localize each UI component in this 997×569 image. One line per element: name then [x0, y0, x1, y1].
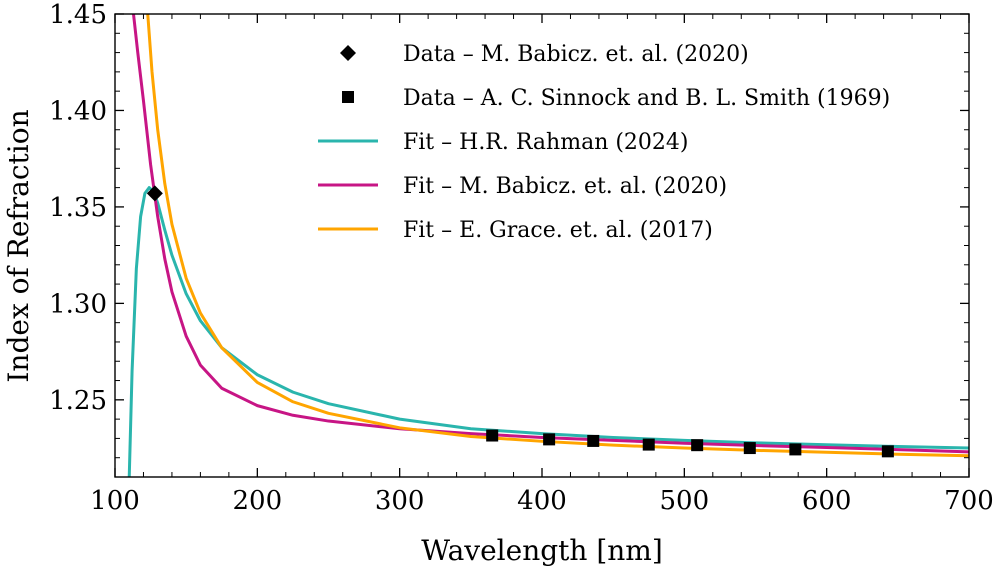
legend-item: Fit – E. Grace. et. al. (2017) — [318, 218, 713, 243]
legend-label: Fit – M. Babicz. et. al. (2020) — [403, 174, 727, 199]
data-point-diamond — [146, 185, 163, 202]
y-tick-label: 1.25 — [49, 386, 107, 416]
data-point-square — [881, 445, 894, 458]
x-tick-label: 400 — [517, 486, 567, 516]
data-point-square — [642, 438, 655, 451]
data-point-square — [486, 429, 499, 442]
legend-item: Fit – H.R. Rahman (2024) — [318, 130, 689, 155]
legend-label: Data – M. Babicz. et. al. (2020) — [403, 42, 749, 67]
series-line-fit-e-grace-et-al-2017 — [146, 14, 969, 458]
x-axis-tick-labels: 100 200 300 400 500 600 700 — [90, 486, 994, 516]
legend-item: Fit – M. Babicz. et. al. (2020) — [318, 174, 727, 199]
y-tick-label: 1.40 — [49, 96, 107, 126]
data-point-square — [789, 443, 802, 456]
legend-marker-square — [342, 91, 354, 103]
x-tick-label: 100 — [90, 486, 140, 516]
plot-frame — [114, 13, 970, 478]
legend: Data – M. Babicz. et. al. (2020) Data – A… — [318, 42, 890, 243]
data-point-square — [543, 433, 556, 446]
legend-label: Data – A. C. Sinnock and B. L. Smith (19… — [403, 86, 890, 111]
y-tick-label: 1.45 — [49, 0, 107, 30]
legend-marker-diamond — [340, 45, 356, 61]
axis-ticks — [114, 13, 970, 478]
legend-item: Data – A. C. Sinnock and B. L. Smith (19… — [342, 86, 890, 111]
x-tick-label: 200 — [233, 486, 283, 516]
x-tick-label: 600 — [802, 486, 852, 516]
legend-label: Fit – H.R. Rahman (2024) — [403, 130, 689, 155]
data-point-square — [691, 439, 704, 452]
x-tick-label: 300 — [375, 486, 425, 516]
y-tick-label: 1.30 — [49, 289, 107, 319]
y-axis-tick-labels: 1.25 1.30 1.35 1.40 1.45 — [49, 0, 107, 416]
data-point-square — [743, 442, 756, 455]
y-tick-label: 1.35 — [49, 193, 107, 223]
x-axis-title: Wavelength [nm] — [421, 534, 663, 567]
data-point-square — [587, 434, 600, 447]
legend-label: Fit – E. Grace. et. al. (2017) — [403, 218, 713, 243]
legend-item: Data – M. Babicz. et. al. (2020) — [340, 42, 749, 67]
y-axis-title: Index of Refraction — [2, 109, 35, 382]
x-tick-label: 700 — [944, 486, 994, 516]
plot-series — [127, 14, 969, 477]
x-tick-label: 500 — [660, 486, 710, 516]
